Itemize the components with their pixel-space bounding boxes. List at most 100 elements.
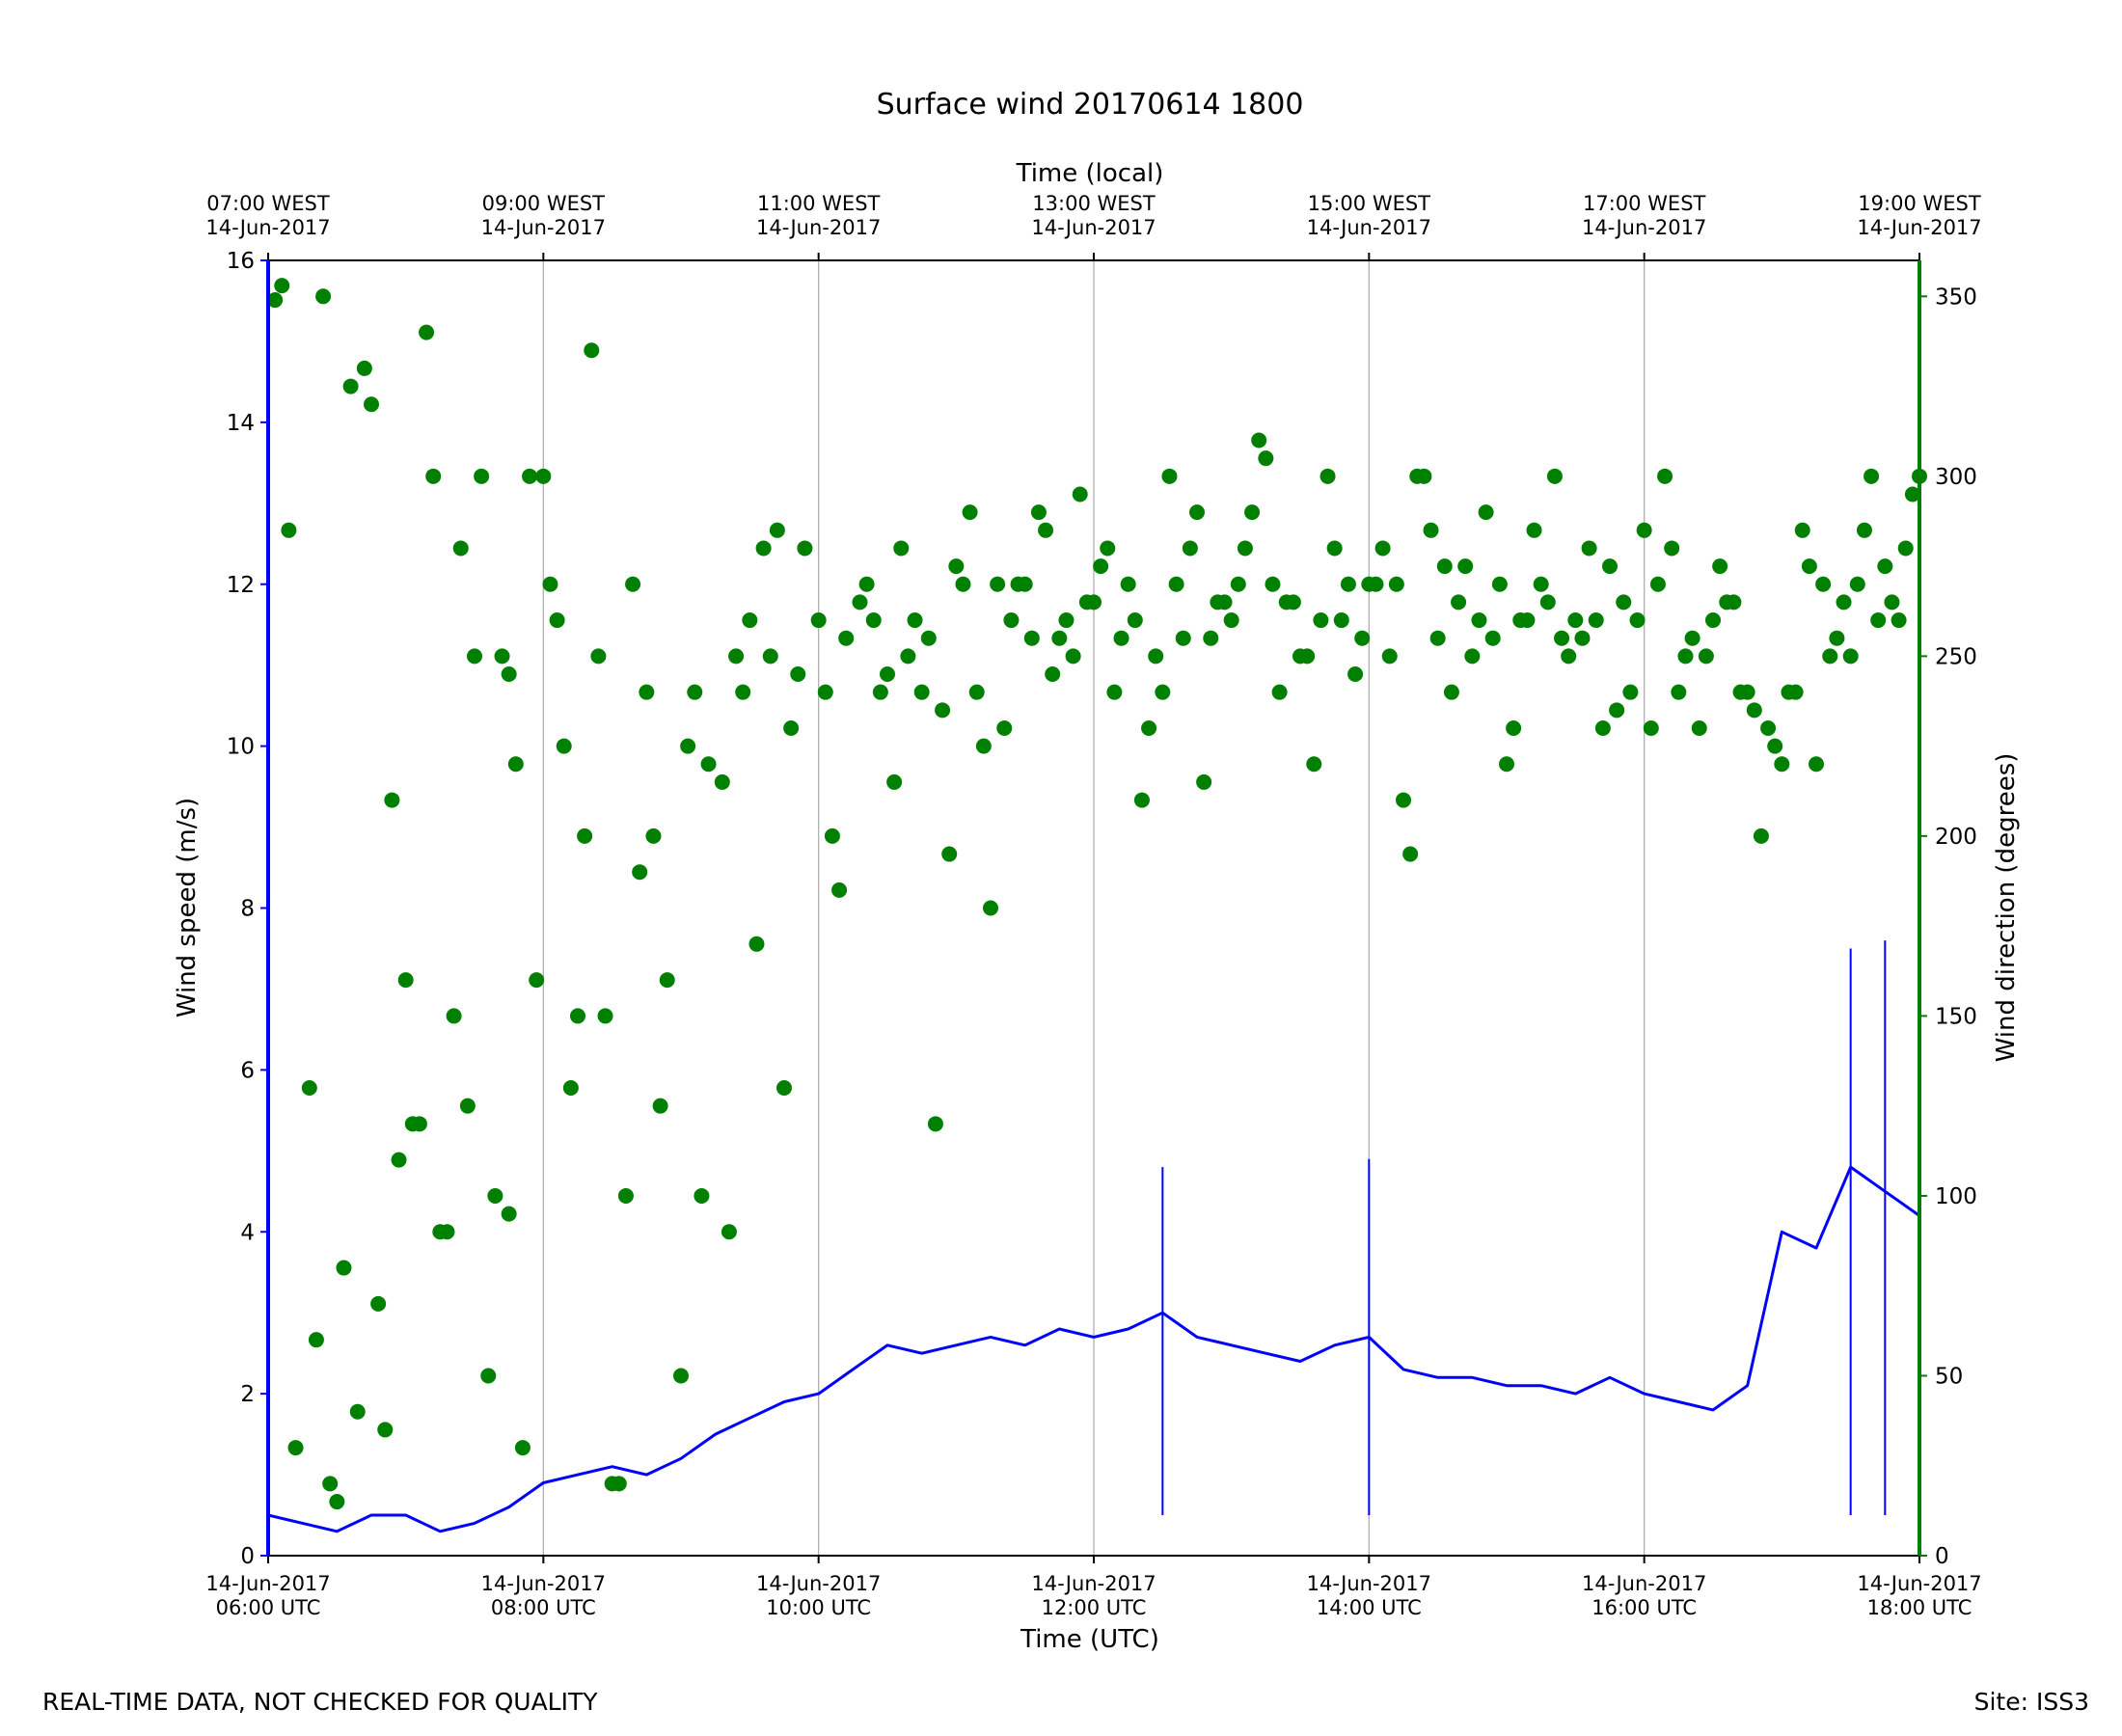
- direction-point: [1396, 792, 1411, 808]
- x-tick-label: 06:00 UTC: [216, 1596, 321, 1619]
- direction-point: [872, 684, 888, 700]
- direction-point: [1533, 576, 1549, 592]
- direction-point: [1388, 576, 1404, 592]
- direction-point: [1636, 522, 1652, 538]
- direction-point: [474, 468, 490, 484]
- direction-point: [886, 773, 903, 790]
- direction-point: [1402, 846, 1419, 862]
- footer-note: REAL-TIME DATA, NOT CHECKED FOR QUALITY: [42, 1688, 598, 1716]
- top-tick-label: 13:00 WEST: [1032, 192, 1156, 215]
- direction-point: [948, 558, 965, 575]
- direction-point: [1884, 594, 1900, 610]
- direction-point: [1340, 576, 1356, 592]
- direction-point: [955, 576, 971, 592]
- direction-point: [1347, 666, 1364, 683]
- direction-point: [865, 612, 882, 629]
- direction-point: [1809, 756, 1824, 773]
- direction-point: [783, 719, 800, 736]
- direction-point: [452, 540, 469, 556]
- y-left-tick-label: 12: [227, 573, 255, 598]
- direction-point: [287, 1440, 304, 1456]
- direction-point: [852, 594, 868, 610]
- y-left-tick-label: 8: [240, 897, 255, 922]
- direction-point: [990, 576, 1006, 592]
- x-tick-label: 10:00 UTC: [766, 1596, 871, 1619]
- direction-point: [432, 1224, 449, 1240]
- direction-point: [645, 827, 662, 844]
- direction-point: [1739, 684, 1755, 700]
- direction-point: [1189, 504, 1205, 521]
- direction-point: [1078, 594, 1095, 610]
- direction-point: [1223, 612, 1239, 629]
- direction-point: [1451, 594, 1467, 610]
- direction-point: [1230, 576, 1246, 592]
- direction-point: [810, 612, 827, 629]
- direction-point: [1664, 540, 1680, 556]
- direction-point: [1594, 719, 1611, 736]
- direction-point: [858, 576, 875, 592]
- direction-point: [1313, 612, 1329, 629]
- direction-point: [1120, 576, 1136, 592]
- direction-point: [1856, 522, 1872, 538]
- direction-point: [577, 827, 593, 844]
- direction-point: [1251, 432, 1267, 448]
- y-right-tick-label: 350: [1935, 285, 1977, 310]
- direction-point: [1478, 504, 1494, 521]
- direction-point: [1175, 630, 1191, 646]
- x-tick-label: 16:00 UTC: [1592, 1596, 1697, 1619]
- direction-point: [1760, 719, 1777, 736]
- x-tick-label: 08:00 UTC: [491, 1596, 596, 1619]
- direction-point: [762, 648, 778, 665]
- direction-point: [1897, 540, 1914, 556]
- direction-point: [342, 378, 359, 394]
- direction-point: [687, 684, 703, 700]
- direction-point: [1374, 540, 1391, 556]
- direction-point: [336, 1260, 352, 1276]
- direction-point: [1746, 702, 1762, 719]
- direction-point: [1546, 468, 1563, 484]
- direction-point: [1491, 576, 1508, 592]
- direction-point: [501, 666, 517, 683]
- direction-point: [742, 612, 758, 629]
- direction-point: [962, 504, 978, 521]
- direction-point: [755, 540, 772, 556]
- direction-point: [632, 864, 648, 881]
- x-tick-label: 14-Jun-2017: [481, 1572, 606, 1595]
- direction-point: [617, 1187, 634, 1204]
- direction-point: [1429, 630, 1446, 646]
- y-left-tick-label: 16: [227, 249, 255, 274]
- direction-point: [467, 648, 482, 665]
- direction-point: [1436, 558, 1453, 575]
- direction-point: [1023, 630, 1040, 646]
- direction-point: [1849, 576, 1865, 592]
- direction-point: [1038, 522, 1054, 538]
- y-right-tick-label: 200: [1935, 825, 1977, 850]
- direction-point: [1484, 630, 1501, 646]
- direction-point: [1822, 648, 1838, 665]
- direction-point: [1443, 684, 1459, 700]
- direction-point: [673, 1368, 689, 1384]
- direction-point: [1216, 594, 1233, 610]
- direction-point: [315, 288, 332, 305]
- direction-point: [1684, 630, 1700, 646]
- direction-point: [1299, 648, 1316, 665]
- y-left-tick-label: 0: [240, 1544, 255, 1569]
- y-left-tick-label: 6: [240, 1058, 255, 1083]
- direction-point: [900, 648, 916, 665]
- top-tick-label: 09:00 WEST: [482, 192, 606, 215]
- direction-point: [397, 972, 414, 989]
- direction-point: [1836, 594, 1852, 610]
- direction-point: [748, 936, 765, 952]
- direction-point: [1065, 648, 1081, 665]
- direction-point: [838, 630, 855, 646]
- direction-point: [597, 1008, 613, 1024]
- direction-point: [507, 756, 524, 773]
- direction-point: [281, 522, 297, 538]
- direction-point: [1127, 612, 1143, 629]
- direction-point: [920, 630, 937, 646]
- y-right-tick-label: 100: [1935, 1184, 1977, 1209]
- right-axis-title: Wind direction (degrees): [1992, 753, 2021, 1063]
- direction-point: [535, 468, 552, 484]
